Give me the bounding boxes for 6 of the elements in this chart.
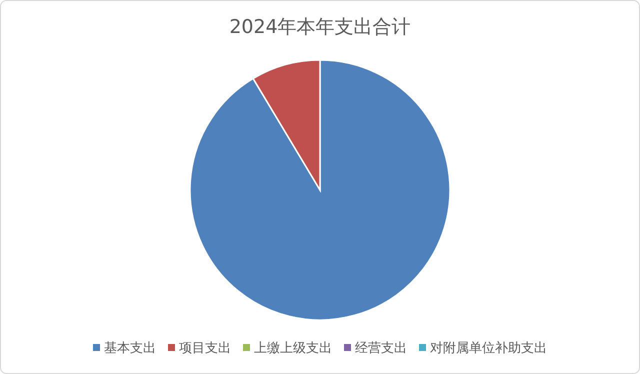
legend-label: 基本支出 — [104, 341, 156, 356]
legend-label: 对附属单位补助支出 — [430, 341, 547, 356]
legend-label: 项目支出 — [179, 341, 231, 356]
legend-label: 经营支出 — [355, 341, 407, 356]
chart-title: 2024年本年支出合计 — [229, 16, 411, 38]
legend-label: 上缴上级支出 — [254, 341, 332, 356]
